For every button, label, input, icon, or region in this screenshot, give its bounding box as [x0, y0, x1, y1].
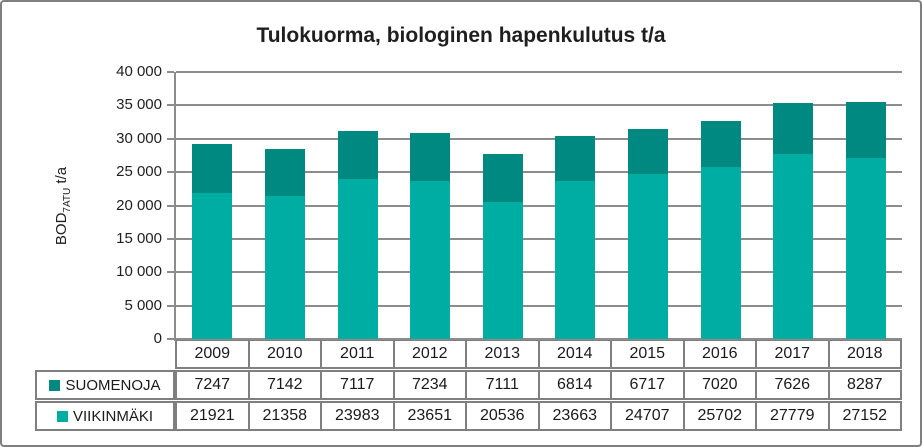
bar-segment-viikinmäki-2017 — [773, 153, 814, 339]
value-viikinmäki-cell: 23663 — [537, 403, 610, 429]
year-cell: 2017 — [755, 341, 828, 367]
bar-segment-suomenoja-2011 — [337, 131, 378, 179]
bar-segment-suomenoja-2013 — [482, 154, 523, 202]
year-cell: 2012 — [392, 341, 465, 367]
gridline — [176, 338, 902, 340]
bar-segment-viikinmäki-2010 — [264, 196, 305, 339]
year-cell: 2016 — [682, 341, 755, 367]
y-axis-tickmark — [167, 104, 174, 107]
y-axis-tickmark — [167, 338, 174, 340]
gridline — [176, 171, 902, 174]
value-suomenoja-cell: 7142 — [247, 372, 320, 398]
y-axis-tickmark — [167, 71, 174, 73]
y-axis-tickmark — [167, 304, 174, 307]
value-suomenoja-cell: 8287 — [827, 372, 900, 398]
legend-cell-suomenoja: SUOMENOJA — [35, 370, 175, 400]
year-cell: 2009 — [177, 341, 248, 367]
value-viikinmäki-cell: 24707 — [610, 403, 683, 429]
year-row: 2009 2010 2011 2012 2013 2014 2015 2016 2017 2018 — [175, 339, 902, 369]
year-cell: 2011 — [320, 341, 393, 367]
bar-segment-suomenoja-2010 — [264, 148, 305, 197]
value-suomenoja-row: 7247 7142 7117 7234 7111 6814 6717 7020 7626 8287 — [175, 370, 902, 400]
y-axis-tick-label: 40 000 — [116, 63, 162, 80]
year-cell: 2014 — [537, 341, 610, 367]
bar-segment-viikinmäki-2011 — [337, 178, 378, 339]
y-axis-tickmark — [167, 237, 174, 240]
plot-area — [167, 71, 902, 341]
bar-segment-viikinmäki-2013 — [482, 201, 523, 339]
legend-swatch-icon — [49, 379, 61, 391]
gridline — [176, 71, 902, 73]
value-suomenoja-cell: 6814 — [537, 372, 610, 398]
value-suomenoja-cell: 7626 — [755, 372, 828, 398]
gridline — [176, 204, 902, 207]
value-suomenoja-cell: 7020 — [682, 372, 755, 398]
y-axis-tickmark — [167, 204, 174, 207]
bar-segment-viikinmäki-2015 — [627, 174, 668, 339]
y-axis-tick-label: 15 000 — [116, 229, 162, 247]
bar-segment-suomenoja-2016 — [700, 120, 741, 168]
y-axis-title-prefix: BOD — [53, 212, 70, 246]
value-suomenoja-cell: 7234 — [392, 372, 465, 398]
bar-segment-suomenoja-2012 — [410, 132, 451, 182]
value-viikinmäki-row: 21921 21358 23983 23651 20536 23663 24707 25702… — [175, 401, 902, 431]
bar-segment-viikinmäki-2009 — [192, 192, 233, 339]
y-axis-tick-label: 10 000 — [116, 263, 162, 281]
value-viikinmäki-cell: 25702 — [682, 403, 755, 429]
legend-cell-viikinmäki: VIIKINMÄKI — [35, 401, 175, 431]
gridline — [176, 137, 902, 140]
y-axis-tickmark — [167, 171, 174, 174]
bar-segment-suomenoja-2018 — [845, 102, 886, 158]
gridline — [176, 237, 902, 240]
y-axis-tick-label: 35 000 — [116, 96, 162, 114]
y-axis-tick-label: 5 000 — [124, 296, 162, 314]
bar-segment-suomenoja-2014 — [555, 135, 596, 182]
bar-segment-viikinmäki-2016 — [700, 167, 741, 339]
value-viikinmäki-cell: 21358 — [247, 403, 320, 429]
y-axis-tick-label: 25 000 — [116, 163, 162, 181]
bar-segment-viikinmäki-2014 — [555, 181, 596, 339]
value-viikinmäki-cell: 27152 — [827, 403, 900, 429]
chart-title: Tulokuorma, biologinen hapenkulutus t/a — [256, 24, 666, 47]
value-suomenoja-cell: 7247 — [177, 372, 248, 398]
y-axis-tickmark — [167, 271, 174, 274]
value-viikinmäki-cell: 23983 — [320, 403, 393, 429]
bar-segment-viikinmäki-2018 — [845, 157, 886, 339]
series-name: SUOMENOJA — [65, 376, 161, 394]
year-cell: 2018 — [827, 341, 900, 367]
gridline — [176, 271, 902, 274]
series-name: VIIKINMÄKI — [72, 407, 154, 425]
y-axis-tick-label: 0 — [153, 330, 162, 347]
bar-segment-suomenoja-2009 — [192, 144, 233, 193]
bar-segment-viikinmäki-2012 — [410, 181, 451, 339]
y-axis-tick-label: 30 000 — [116, 129, 162, 147]
gridline — [176, 304, 902, 307]
value-suomenoja-cell: 7111 — [465, 372, 538, 398]
value-viikinmäki-cell: 20536 — [465, 403, 538, 429]
gridline — [176, 104, 902, 107]
legend-swatch-icon — [56, 410, 68, 422]
year-cell: 2015 — [610, 341, 683, 367]
year-cell: 2013 — [465, 341, 538, 367]
y-axis-line — [174, 72, 176, 341]
y-axis-tick-label: 20 000 — [116, 196, 162, 214]
y-axis-title: BOD7ATU t/a — [53, 116, 75, 296]
year-cell: 2010 — [247, 341, 320, 367]
y-axis-title-suffix: t/a — [53, 166, 70, 188]
bar-segment-suomenoja-2015 — [627, 129, 668, 175]
value-suomenoja-cell: 6717 — [610, 372, 683, 398]
value-viikinmäki-cell: 27779 — [755, 403, 828, 429]
value-suomenoja-cell: 7117 — [320, 372, 393, 398]
bar-segment-suomenoja-2017 — [773, 102, 814, 154]
y-axis-tickmark — [167, 137, 174, 140]
y-axis-title-subscript: 7ATU — [62, 187, 73, 213]
value-viikinmäki-cell: 23651 — [392, 403, 465, 429]
value-viikinmäki-cell: 21921 — [177, 403, 248, 429]
